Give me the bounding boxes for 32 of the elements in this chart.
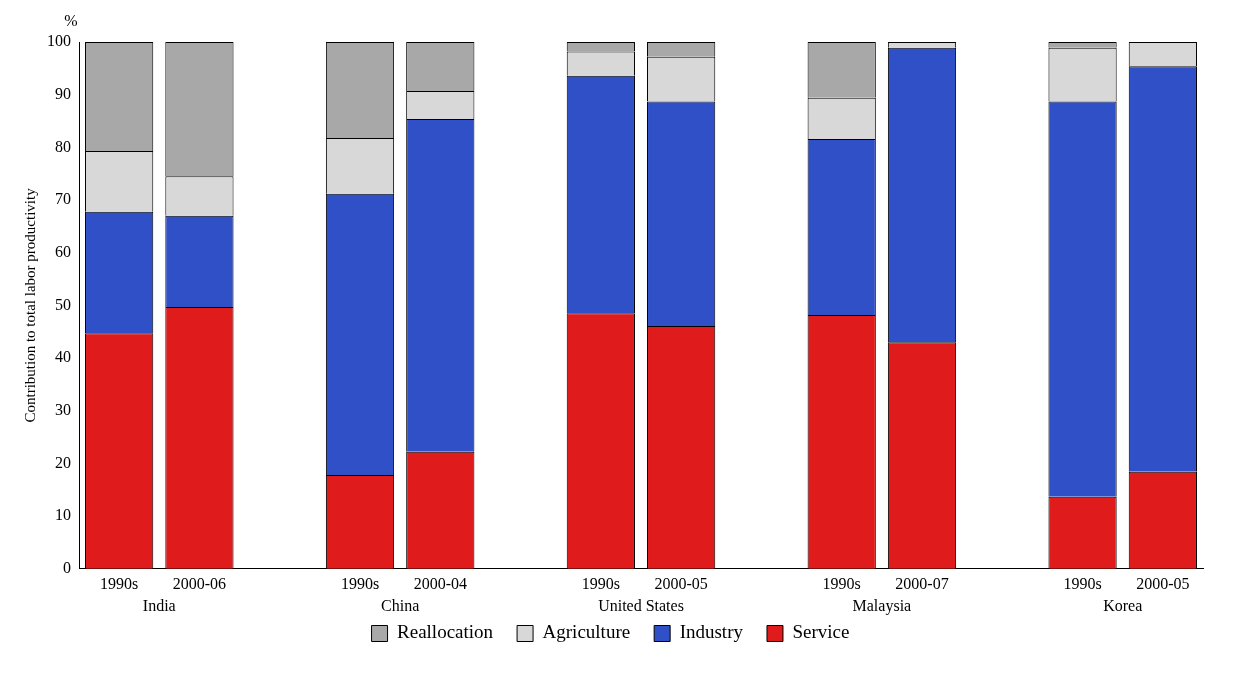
text: United States [598, 597, 684, 614]
legend-label: Industry [679, 621, 744, 643]
y-tick-label: 0 [63, 559, 71, 576]
legend-label: Reallocation [397, 621, 494, 643]
y-tick-label: 60 [55, 242, 71, 260]
y-tick-label: 90 [55, 84, 71, 102]
text: China [381, 597, 420, 614]
legend-label: Service [792, 621, 850, 643]
x-tick-label: 1990s [1063, 574, 1102, 592]
y-tick-label: 30 [55, 400, 71, 418]
y-tick-label: 20 [55, 453, 71, 471]
text: Malaysia [852, 597, 912, 615]
y-tick-label: 10 [55, 506, 71, 524]
y-tick-label: 100 [47, 32, 71, 50]
x-tick-label: 1990s [100, 574, 139, 592]
x-tick-label: 1990s [581, 574, 620, 592]
y-tick-label: 80 [55, 137, 71, 155]
y-tick-label: 40 [55, 348, 71, 366]
y-tick-label: 50 [55, 295, 71, 313]
x-tick-label: 2000-05 [654, 574, 708, 592]
text: % [64, 12, 78, 30]
text: Korea [1103, 597, 1143, 614]
x-tick-label: 1990s [340, 574, 380, 592]
legend-label: Agriculture [542, 621, 631, 643]
y-tick-label: 70 [55, 190, 71, 208]
x-tick-label: 1990s [822, 574, 861, 592]
x-tick-label: 2000-04 [413, 574, 467, 592]
x-tick-label: 2000-05 [1136, 574, 1190, 592]
x-tick-label: 2000-06 [172, 574, 227, 592]
x-tick-label: 2000-07 [895, 574, 949, 592]
y-axis-title: Contribution to total labor productivity [21, 187, 38, 423]
text: India [142, 597, 176, 614]
